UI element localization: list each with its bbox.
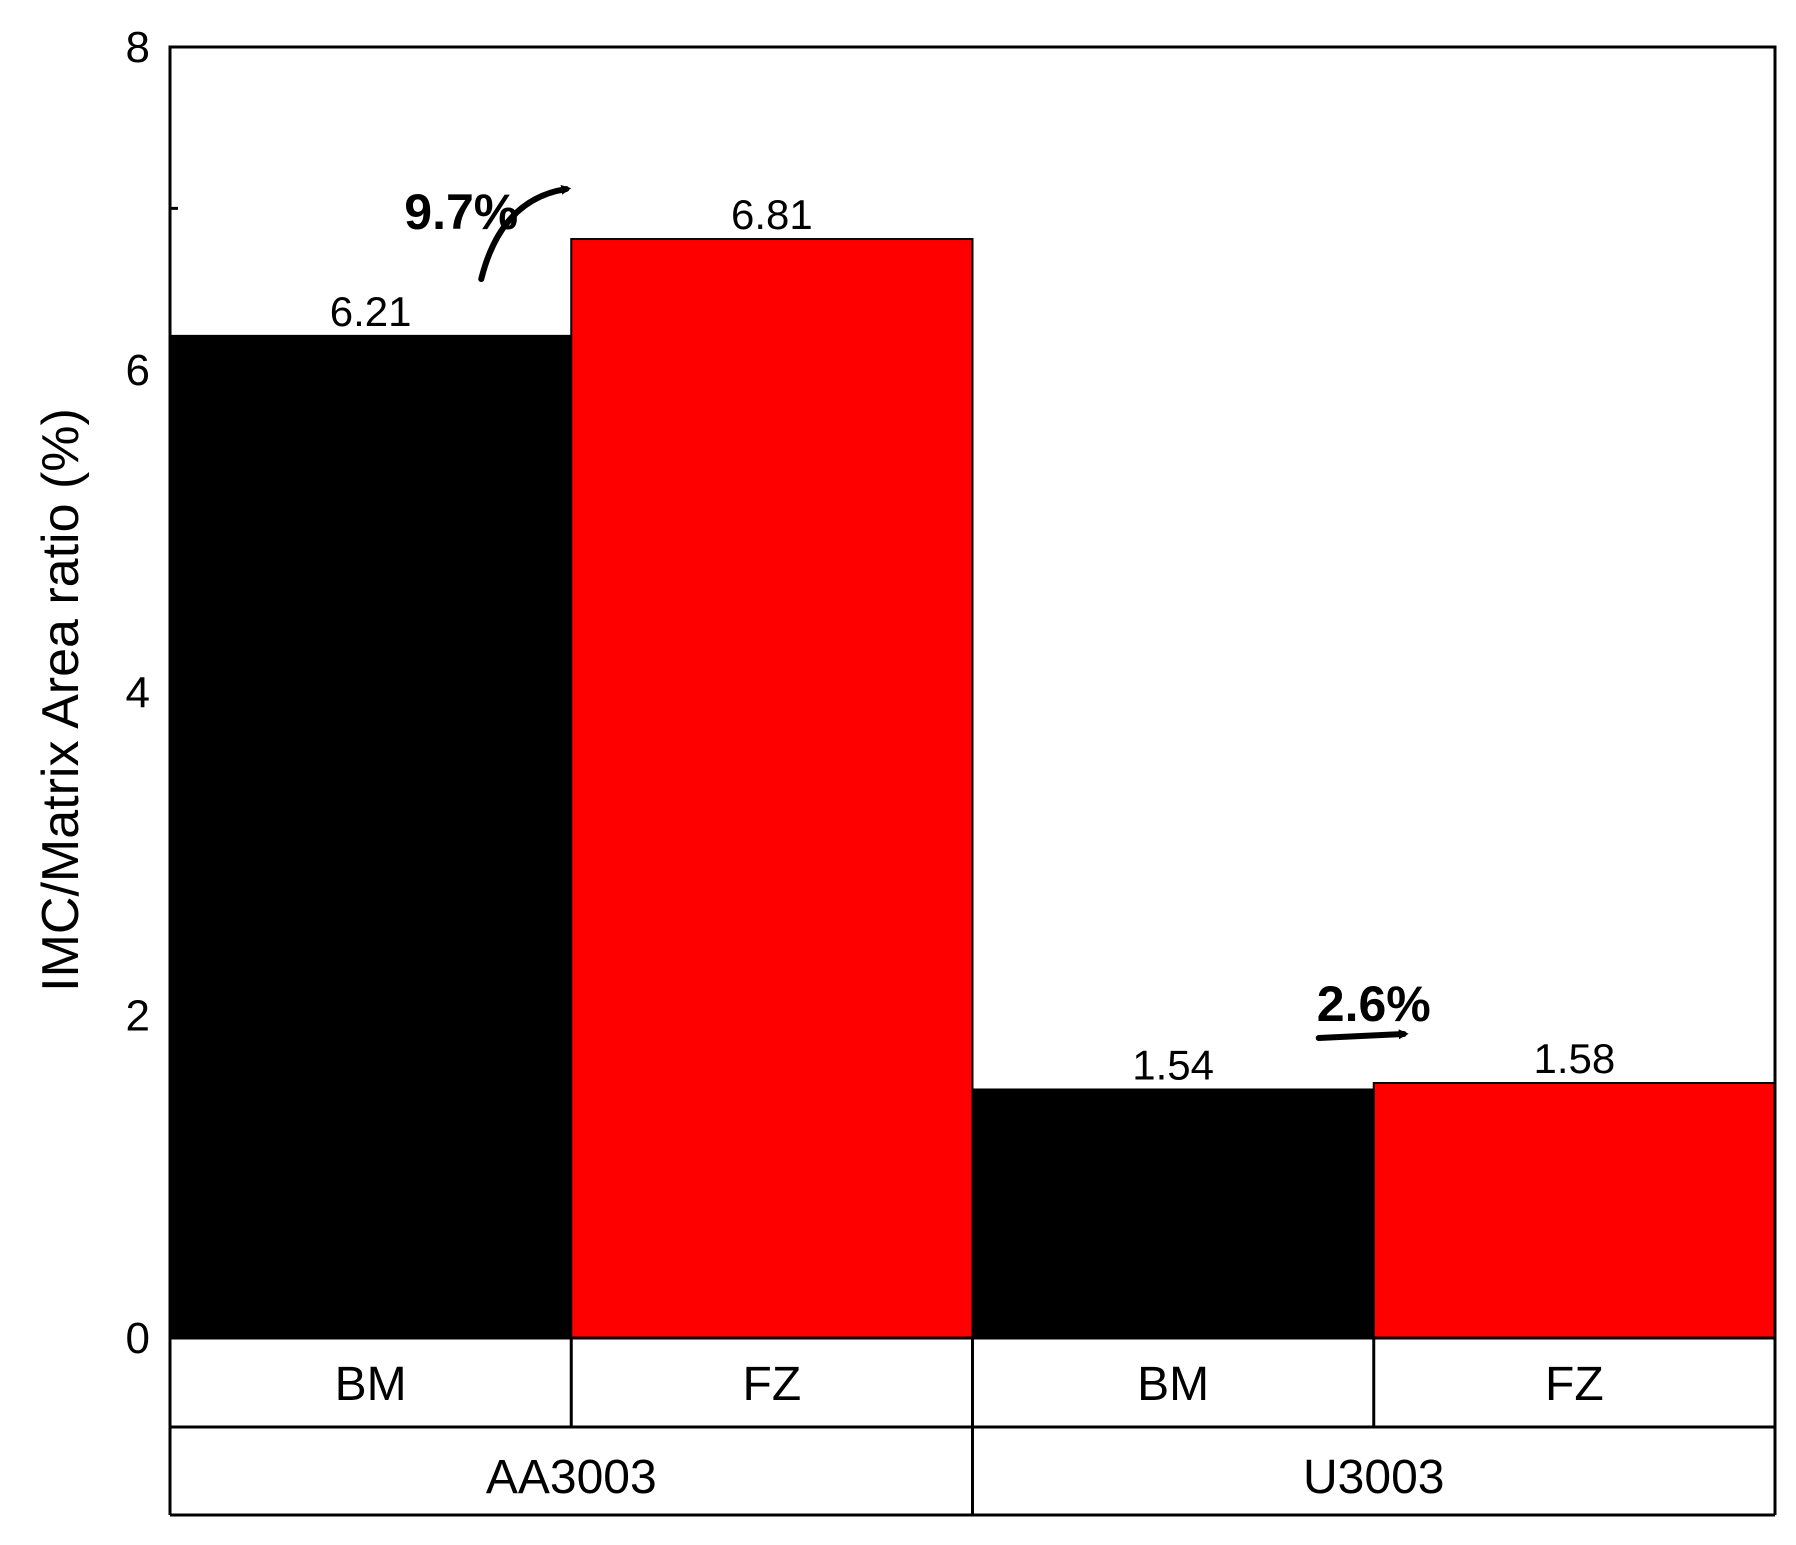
data-label: 6.81 [731,191,813,238]
group-label: U3003 [1303,1451,1444,1504]
y-tick-label: 4 [126,669,150,718]
y-tick-label: 0 [126,1314,150,1363]
y-axis-label: IMC/Matrix Area ratio (%) [32,408,90,992]
data-label: 1.58 [1534,1035,1616,1082]
bar-u3003-fz [1372,1082,1776,1339]
y-tick-label: 8 [126,23,150,72]
increase-arrow-icon [478,184,572,283]
category-label: FZ [743,1358,802,1411]
data-label: 6.21 [330,288,412,335]
category-label: BM [1137,1358,1209,1411]
category-label: FZ [1545,1358,1604,1411]
group-label: AA3003 [486,1451,657,1504]
percent-change-annotation: 2.6% [1317,976,1431,1032]
y-tick-label: 6 [126,346,150,395]
bar-u3003-bm [971,1088,1375,1340]
bar-aa3003-bm [169,334,573,1339]
bar-aa3003-fz [570,238,974,1339]
category-label: BM [335,1358,407,1411]
data-label: 1.54 [1132,1041,1214,1088]
y-tick-label: 2 [126,991,150,1040]
increase-arrow-icon [1315,1029,1409,1042]
